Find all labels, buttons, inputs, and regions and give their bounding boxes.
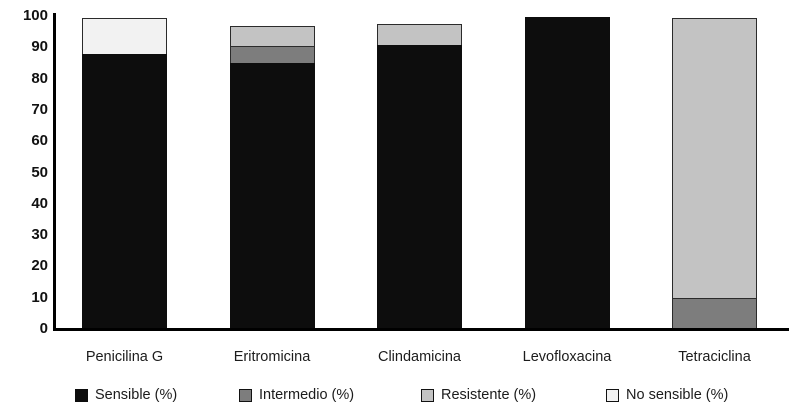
bar-clindamicina [377, 24, 462, 330]
legend-item-sensible: Sensible (%) [75, 387, 177, 404]
y-tick-label-90: 90 [31, 38, 48, 56]
legend-swatch-no-sensible [606, 389, 619, 402]
bar-tetraciclina [672, 18, 757, 330]
legend-item-intermedio: Intermedio (%) [239, 387, 354, 404]
bar-segment-no-sensible-penicilina-g [82, 18, 167, 56]
y-tick-label-10: 10 [31, 288, 48, 306]
bar-penicilina-g [82, 18, 167, 330]
y-tick-label-30: 30 [31, 226, 48, 244]
y-tick-label-0: 0 [39, 320, 48, 337]
legend-label-no-sensible: No sensible (%) [626, 387, 729, 403]
x-axis-line [52, 327, 789, 331]
y-tick-label-50: 50 [31, 163, 48, 181]
bar-segment-resistente-clindamicina [377, 24, 462, 47]
legend-item-no-sensible: No sensible (%) [606, 387, 728, 404]
legend-swatch-sensible [75, 389, 88, 402]
bar-segment-intermedio-tetraciclina [672, 298, 757, 330]
bar-segment-sensible-eritromicina [229, 63, 315, 330]
bar-segment-sensible-penicilina-g [82, 54, 167, 330]
y-axis-line [52, 13, 56, 331]
bar-segment-sensible-levofloxacina [524, 16, 610, 330]
bar-segment-intermedio-eritromicina [229, 46, 315, 65]
bar-segment-sensible-clindamicina [377, 44, 462, 330]
x-axis-label-eritromicina: Eritromicina [233, 349, 311, 365]
legend-label-sensible: Sensible (%) [95, 387, 178, 403]
y-tick-label-70: 70 [31, 100, 48, 118]
x-axis-label-tetraciclina: Tetraciclina [678, 349, 751, 365]
x-axis-label-clindamicina: Clindamicina [377, 349, 461, 365]
y-tick-label-60: 60 [31, 132, 48, 150]
y-tick-label-80: 80 [31, 69, 48, 87]
legend-label-intermedio: Intermedio (%) [259, 387, 355, 403]
legend-swatch-intermedio [239, 389, 252, 402]
y-tick-label-40: 40 [31, 194, 48, 212]
bar-levofloxacina [524, 16, 610, 330]
legend-item-resistente: Resistente (%) [421, 387, 536, 404]
legend-label-resistente: Resistente (%) [441, 387, 537, 403]
y-tick-label-20: 20 [31, 257, 48, 275]
y-tick-label-100: 100 [22, 7, 48, 24]
bar-eritromicina [229, 25, 315, 330]
legend-swatch-resistente [421, 389, 434, 402]
bar-segment-resistente-tetraciclina [672, 18, 757, 300]
x-axis-label-penicilina-g: Penicilina G [85, 349, 164, 365]
bar-segment-resistente-eritromicina [229, 25, 315, 48]
x-axis-label-levofloxacina: Levofloxacina [522, 349, 612, 365]
